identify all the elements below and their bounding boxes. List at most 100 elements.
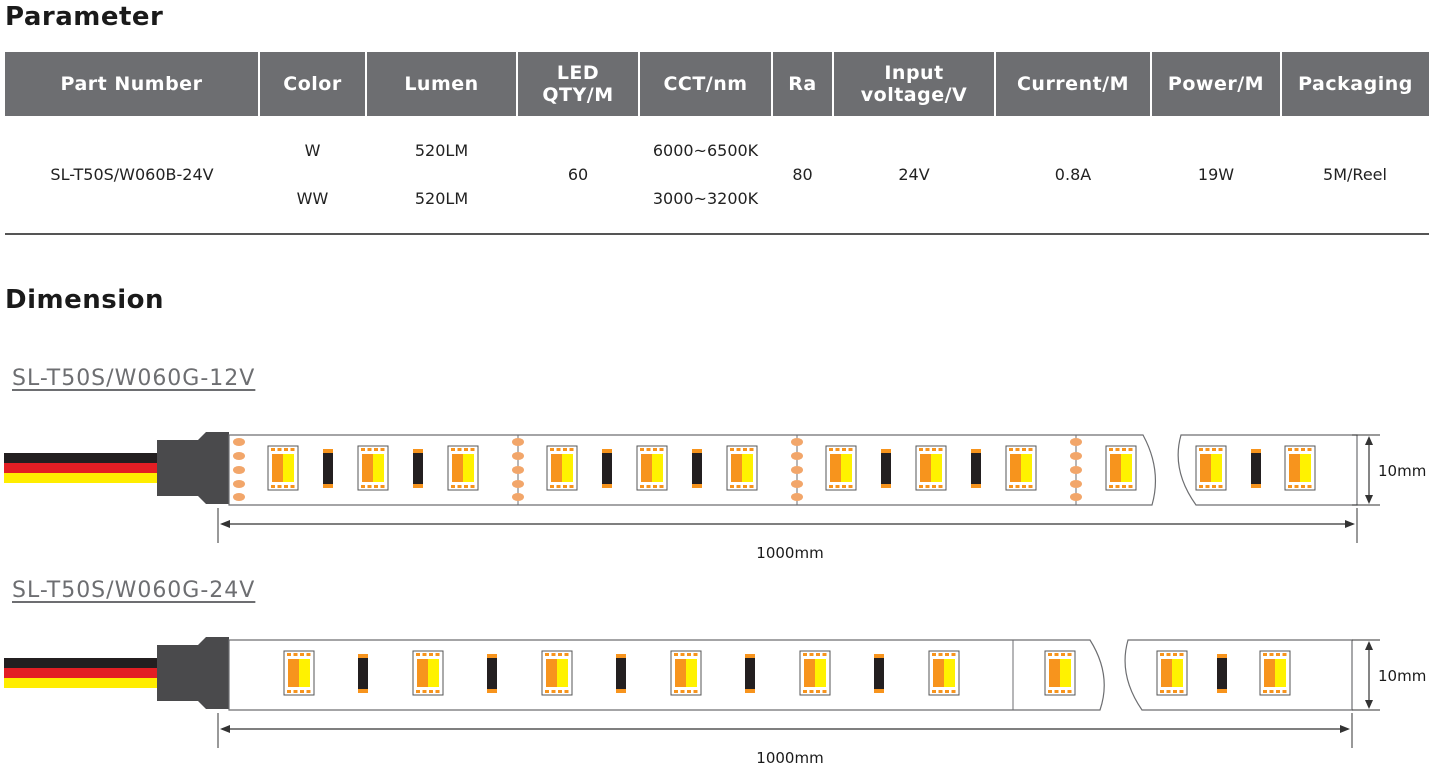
variant-label-24v: SL-T50S/W060G-24V bbox=[12, 578, 256, 603]
variant-label-12v: SL-T50S/W060G-12V bbox=[12, 366, 256, 391]
resistor-cap bbox=[358, 689, 368, 693]
led-chip bbox=[1259, 650, 1291, 696]
led-pin bbox=[1301, 485, 1305, 488]
led-pin bbox=[451, 485, 455, 488]
width-dimension: 10mm bbox=[1352, 434, 1426, 506]
led-pin bbox=[1061, 653, 1065, 656]
led-half-warm bbox=[641, 454, 652, 482]
led-pin bbox=[1115, 485, 1120, 488]
led-chip bbox=[1195, 445, 1227, 491]
led-chips bbox=[267, 445, 1316, 491]
led-pin bbox=[435, 690, 440, 693]
strip-diagram-12v: 10mm 1000mm bbox=[4, 432, 1426, 562]
resistor-body bbox=[881, 452, 891, 485]
resistor bbox=[971, 449, 981, 488]
led-half-warm bbox=[675, 659, 686, 687]
led-pin bbox=[284, 485, 288, 488]
led-chip bbox=[357, 445, 389, 491]
led-pin bbox=[457, 485, 462, 488]
led-pin bbox=[1269, 653, 1274, 656]
led-pin bbox=[749, 485, 754, 488]
led-chip bbox=[928, 650, 960, 696]
led-pin bbox=[932, 653, 936, 656]
led-pin bbox=[1205, 485, 1210, 488]
led-half-cool bbox=[944, 659, 955, 687]
resistor bbox=[616, 654, 626, 693]
led-pin bbox=[306, 690, 311, 693]
solder-pad bbox=[233, 466, 245, 474]
led-pin bbox=[659, 485, 664, 488]
resistor-cap bbox=[602, 449, 612, 453]
cct-cell: 6000~6500K 3000~3200K bbox=[639, 116, 772, 235]
led-pin bbox=[938, 485, 943, 488]
led-pin bbox=[1022, 485, 1026, 488]
lumen-cell: 520LM 520LM bbox=[366, 116, 517, 235]
led-half-warm bbox=[731, 454, 742, 482]
solder-pad bbox=[791, 480, 803, 488]
resistor-cap bbox=[692, 484, 702, 488]
led-pin bbox=[374, 485, 378, 488]
led-pin bbox=[1067, 653, 1072, 656]
resistor-body bbox=[692, 452, 702, 485]
led-pin bbox=[687, 690, 691, 693]
led-pin bbox=[1294, 485, 1299, 488]
led-chip bbox=[283, 650, 315, 696]
led-pin bbox=[680, 690, 685, 693]
led-pin bbox=[932, 485, 936, 488]
led-pin bbox=[1276, 653, 1280, 656]
resistor-cap bbox=[1217, 689, 1227, 693]
led-pin bbox=[290, 448, 295, 451]
solder-pad bbox=[233, 438, 245, 446]
led-pin bbox=[842, 485, 846, 488]
solder-pad bbox=[512, 493, 524, 501]
led-pin bbox=[569, 448, 574, 451]
packaging-cell: 5M/Reel bbox=[1281, 116, 1429, 235]
led-pin bbox=[1179, 653, 1184, 656]
led-pin bbox=[1294, 448, 1299, 451]
led-half-cool bbox=[1121, 454, 1132, 482]
solder-pads bbox=[233, 438, 1082, 501]
led-pin bbox=[361, 448, 365, 451]
led-pin bbox=[743, 485, 747, 488]
led-pin bbox=[1263, 653, 1267, 656]
led-pin bbox=[1122, 448, 1126, 451]
led-pin bbox=[809, 690, 814, 693]
part-number-cell: SL-T50S/W060B-24V bbox=[5, 116, 259, 235]
color-value: WW bbox=[296, 189, 329, 208]
header-cell: CCT/nm bbox=[638, 52, 772, 116]
resistor-cap bbox=[874, 689, 884, 693]
resistor-body bbox=[616, 657, 626, 690]
resistor-cap bbox=[323, 449, 333, 453]
led-pin bbox=[374, 448, 378, 451]
led-half-cool bbox=[652, 454, 663, 482]
header-cell: Power/M bbox=[1150, 52, 1281, 116]
resistor-cap bbox=[487, 689, 497, 693]
resistor-cap bbox=[616, 654, 626, 658]
solder-pad bbox=[512, 466, 524, 474]
resistor-body bbox=[602, 452, 612, 485]
led-half-warm bbox=[1161, 659, 1172, 687]
led-pin bbox=[835, 485, 840, 488]
led-pin bbox=[848, 448, 853, 451]
led-pin bbox=[416, 690, 420, 693]
led-pin bbox=[1173, 690, 1177, 693]
led-pin bbox=[464, 448, 468, 451]
power-cell: 19W bbox=[1151, 116, 1281, 235]
parameter-table: Part Number Color Lumen LED QTY/M CCT/nm … bbox=[5, 52, 1429, 235]
led-pin bbox=[816, 690, 820, 693]
led-pin bbox=[693, 690, 698, 693]
led-chip bbox=[1156, 650, 1188, 696]
led-pin bbox=[287, 690, 291, 693]
led-pin bbox=[1199, 448, 1203, 451]
led-half-warm bbox=[1110, 454, 1121, 482]
connector-cap bbox=[157, 637, 229, 709]
led-half-warm bbox=[804, 659, 815, 687]
led-half-cool bbox=[841, 454, 852, 482]
led-chip bbox=[636, 445, 668, 491]
parameter-title: Parameter bbox=[5, 2, 164, 32]
led-pin bbox=[1067, 690, 1072, 693]
led-pin bbox=[551, 653, 556, 656]
led-pin bbox=[271, 448, 275, 451]
led-pin bbox=[1028, 485, 1033, 488]
led-chips bbox=[283, 650, 1291, 696]
